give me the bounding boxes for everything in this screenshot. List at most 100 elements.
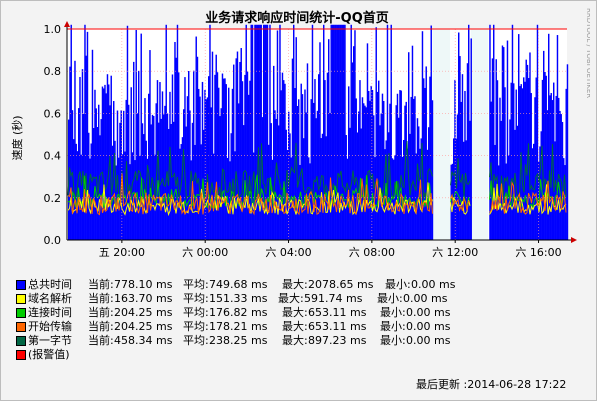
total-time-bar (264, 24, 266, 241)
total-time-bar (171, 74, 174, 240)
total-time-bar (169, 91, 171, 240)
total-time-bar (288, 111, 290, 240)
total-time-bar (354, 30, 356, 240)
total-time-bar (503, 47, 505, 240)
total-time-bar (324, 80, 326, 240)
total-time-bar (311, 24, 314, 241)
total-time-bar (519, 86, 521, 240)
total-time-bar (489, 24, 491, 241)
total-time-bar (339, 24, 341, 241)
total-time-bar (101, 86, 104, 241)
legend-average-value: 238.25 ms (209, 334, 268, 347)
total-time-bar (424, 87, 426, 241)
legend-average-value: 749.68 ms (209, 278, 268, 291)
total-time-bar (509, 119, 511, 240)
total-time-bar (230, 133, 232, 240)
total-time-bar (545, 75, 547, 240)
total-time-bar (305, 112, 307, 240)
total-time-bar (504, 87, 506, 240)
total-time-bar (229, 161, 231, 240)
total-time-bar (370, 85, 372, 240)
total-time-bar (535, 77, 537, 240)
y-axis-arrow (64, 21, 70, 27)
total-time-bar (95, 108, 97, 240)
total-time-bar (284, 83, 286, 240)
total-time-bar (450, 164, 452, 240)
total-time-bar (119, 122, 121, 240)
total-time-bar (214, 74, 216, 241)
y-axis-label: 速度 (秒) (10, 115, 24, 160)
total-time-bar (395, 105, 397, 240)
total-time-bar (363, 103, 365, 240)
total-time-bar (240, 48, 242, 240)
total-time-bar (235, 58, 237, 241)
total-time-bar (231, 88, 234, 241)
total-time-bar (180, 144, 182, 240)
legend-current-value: 204.25 ms (114, 306, 173, 319)
total-time-bar (390, 24, 392, 241)
total-time-bar (263, 24, 265, 241)
total-time-bar (461, 74, 464, 240)
x-tick-label: 六 12:00 (432, 246, 478, 259)
total-time-bar (516, 125, 519, 240)
legend-current-label: 当前: (88, 306, 114, 319)
total-time-bar (173, 121, 175, 240)
response-time-chart: 0.0 0.2 0.4 0.6 0.8 1.0 五 20:00 六 00:00 六 04:00 六… (10, 10, 577, 259)
total-time-bar (366, 43, 369, 240)
total-time-bar (291, 58, 294, 240)
total-time-bar (353, 46, 355, 240)
legend-max-value: 653.11 ms (308, 320, 367, 333)
total-time-bar (260, 24, 262, 241)
legend-swatch (16, 322, 26, 332)
total-time-bar (208, 76, 210, 240)
legend-max-value: 591.74 ms (304, 292, 363, 305)
start-transfer-line (67, 173, 567, 216)
legend-current-label: 当前: (88, 278, 114, 291)
x-tick-label: 五 20:00 (99, 246, 145, 259)
legend-current-value: 778.10 ms (114, 278, 173, 291)
total-time-bar (69, 66, 71, 240)
total-time-bar (400, 90, 402, 240)
total-time-bar (321, 133, 324, 240)
total-time-bar (103, 88, 105, 241)
legend-average-label: 平均: (183, 334, 209, 347)
total-time-bar (381, 93, 384, 240)
total-time-bar (153, 116, 155, 240)
total-time-bar (249, 80, 251, 240)
total-time-bar (405, 101, 407, 240)
total-time-bar (181, 137, 184, 240)
total-time-bar (306, 63, 309, 241)
total-time-bar (206, 97, 209, 241)
total-time-bar (250, 24, 252, 241)
total-time-bar (110, 75, 112, 240)
legend-label: 域名解析 (28, 292, 72, 305)
total-time-bar (275, 118, 277, 240)
total-time-bar (239, 62, 241, 240)
total-time-bar (199, 96, 201, 240)
legend-min-value: 0.00 ms (406, 320, 451, 333)
total-time-bar (268, 144, 270, 240)
total-time-bar (371, 90, 374, 240)
total-time-bar (266, 24, 269, 241)
total-time-bar (335, 24, 337, 241)
total-time-bar (91, 49, 94, 240)
total-time-bar (455, 138, 457, 240)
legend-min-label: 最小: (377, 292, 403, 305)
total-time-bar (398, 117, 400, 240)
legend-min-value: 0.00 ms (406, 334, 451, 347)
total-time-bar (458, 32, 460, 240)
legend-average-label: 平均: (183, 306, 209, 319)
watermark-text: RRDTOOL / TOBI OETIKER (585, 8, 590, 98)
total-time-bar (241, 81, 244, 240)
legend-average-label: 平均: (183, 320, 209, 333)
total-time-bar (176, 24, 179, 241)
total-time-bar (218, 87, 220, 240)
legend-label: (报警值) (28, 348, 70, 361)
total-time-bar (514, 129, 516, 240)
total-time-bar (81, 69, 84, 240)
total-time-bar (225, 84, 227, 241)
total-time-bar (361, 97, 364, 240)
total-time-bar (543, 50, 545, 241)
total-time-bar (499, 97, 501, 241)
total-time-bar (459, 56, 461, 240)
